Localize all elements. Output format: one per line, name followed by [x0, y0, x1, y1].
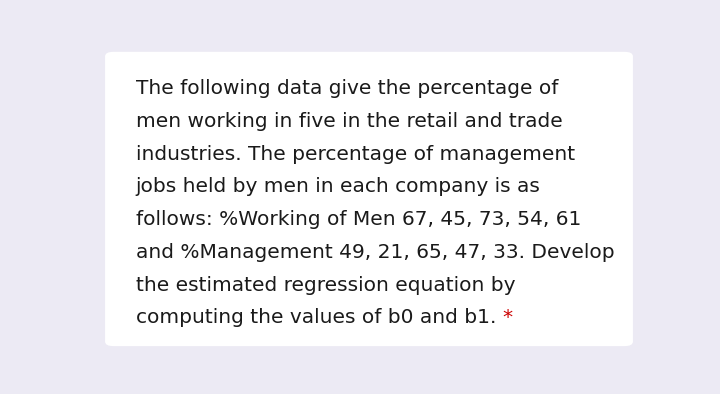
Text: men working in five in the retail and trade: men working in five in the retail and tr… — [136, 112, 562, 131]
FancyBboxPatch shape — [105, 52, 633, 346]
Text: jobs held by men in each company is as: jobs held by men in each company is as — [136, 177, 541, 197]
Text: the estimated regression equation by: the estimated regression equation by — [136, 276, 516, 295]
Text: computing the values of b0 and b1.: computing the values of b0 and b1. — [136, 309, 503, 327]
Text: industries. The percentage of management: industries. The percentage of management — [136, 145, 575, 164]
Text: The following data give the percentage of: The following data give the percentage o… — [136, 79, 558, 98]
Text: follows: %Working of Men 67, 45, 73, 54, 61: follows: %Working of Men 67, 45, 73, 54,… — [136, 210, 581, 229]
Text: *: * — [503, 309, 513, 327]
Text: and %Management 49, 21, 65, 47, 33. Develop: and %Management 49, 21, 65, 47, 33. Deve… — [136, 243, 614, 262]
